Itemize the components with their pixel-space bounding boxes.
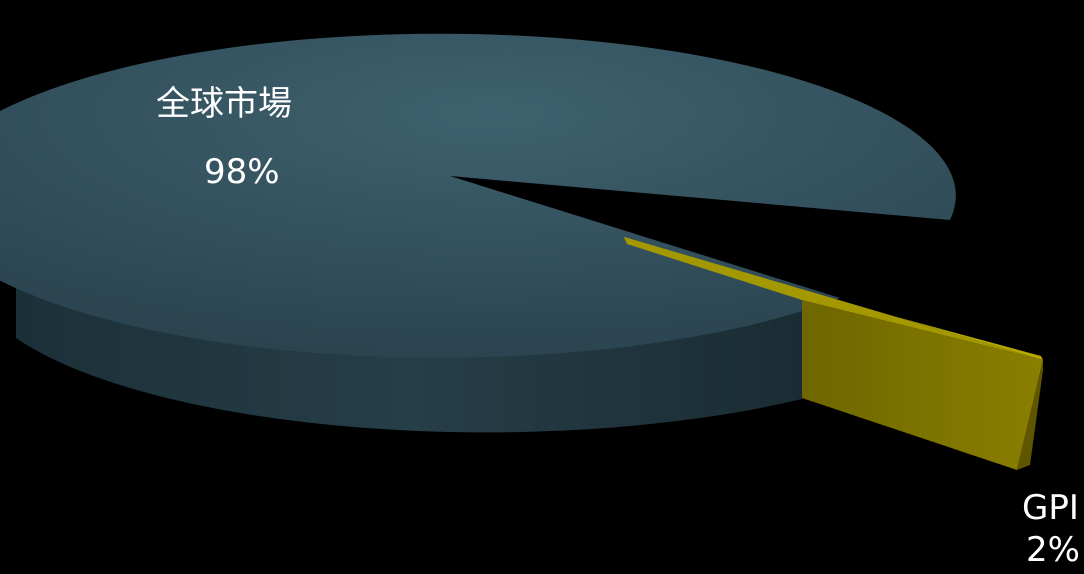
pie-slice-main	[0, 33, 956, 358]
slice-label-main-category: 全球市場	[156, 84, 292, 124]
slice-label-small-value: 2%	[1026, 530, 1080, 570]
pie-slice-small	[624, 237, 1043, 360]
pie-slice-side-small	[802, 300, 1043, 470]
slice-label-main-value: 98%	[204, 152, 280, 192]
pie-slice-end-small	[1017, 360, 1043, 470]
slice-label-small-category: GPI	[1022, 488, 1079, 528]
